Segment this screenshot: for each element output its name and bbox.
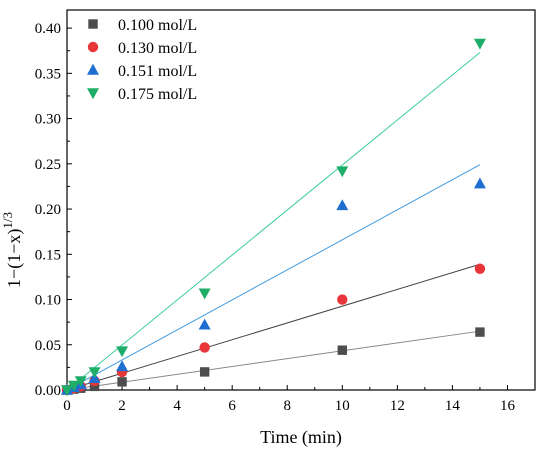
data-point-series-4 <box>198 288 211 300</box>
data-point-series-3 <box>473 177 486 189</box>
y-tick-label: 0.35 <box>35 66 61 82</box>
fit-line-series-3 <box>66 164 481 391</box>
y-tick-label: 0.30 <box>35 112 61 128</box>
fit-lines <box>66 52 481 391</box>
data-point-series-2 <box>199 342 210 353</box>
fit-line-series-4 <box>66 52 481 391</box>
plot-frame <box>66 9 536 391</box>
x-tick-label: 4 <box>173 398 181 414</box>
legend-label-series-2: 0.130 mol/L <box>118 40 197 57</box>
fit-line-series-1 <box>66 330 481 391</box>
legend-label-series-3: 0.151 mol/L <box>118 63 197 80</box>
legend-marker-series-2 <box>87 41 99 53</box>
data-point-series-2 <box>337 294 348 305</box>
legend: 0.100 mol/L 0.130 mol/L 0.151 mol/L 0.175 m… <box>87 17 197 103</box>
y-tick-label: 0.10 <box>35 293 61 309</box>
data-point-series-4 <box>74 376 87 388</box>
data-point-series-4 <box>116 346 129 358</box>
data-point-series-4 <box>67 380 80 392</box>
x-tick-label: 2 <box>118 398 126 414</box>
data-points <box>61 38 486 397</box>
legend-label-series-4: 0.175 mol/L <box>118 86 197 103</box>
data-point-series-4 <box>61 385 73 397</box>
y-tick-label: 0.05 <box>35 338 61 354</box>
x-tick-label: 14 <box>445 398 461 414</box>
legend-marker-series-1 <box>88 19 98 29</box>
data-point-series-1 <box>475 327 485 337</box>
data-point-series-3 <box>336 199 349 211</box>
x-axis-title: Time (min) <box>260 427 342 448</box>
x-tick-label: 16 <box>500 398 516 414</box>
y-tick-label: 0.40 <box>35 21 61 37</box>
y-tick-label: 0.00 <box>35 383 61 399</box>
y-tick-label: 0.20 <box>35 202 61 218</box>
x-tick-label: 6 <box>228 398 236 414</box>
data-point-series-3 <box>116 360 129 372</box>
legend-marker-series-3 <box>87 63 99 75</box>
data-point-series-1 <box>337 345 347 355</box>
data-point-series-4 <box>473 38 486 50</box>
data-point-series-1 <box>117 377 127 387</box>
y-axis-title: 1−(1−x)1/3 <box>0 212 25 288</box>
legend-marker-series-4 <box>87 88 99 100</box>
axis-ticks: 0 2 4 6 8 10 12 14 16 0.00 0.05 0.10 0.15 0.20 0.25 0.3… <box>35 21 516 414</box>
data-point-series-1 <box>89 381 100 392</box>
x-tick-label: 0 <box>63 398 71 414</box>
data-point-series-3 <box>198 318 211 330</box>
y-tick-label: 0.15 <box>35 247 61 263</box>
data-point-series-1 <box>199 367 210 377</box>
data-point-series-4 <box>88 367 101 379</box>
x-tick-label: 12 <box>390 398 405 414</box>
y-tick-label: 0.25 <box>35 157 61 173</box>
y-axis-title-superscript: 1/3 <box>0 212 15 229</box>
x-tick-label: 8 <box>283 398 291 414</box>
x-tick-label: 10 <box>335 398 350 414</box>
legend-label-series-1: 0.100 mol/L <box>118 17 197 34</box>
data-point-series-4 <box>336 166 349 178</box>
fit-line-series-2 <box>66 263 481 391</box>
y-axis-title-main: 1−(1−x) <box>4 229 25 288</box>
data-point-series-2 <box>474 263 486 274</box>
